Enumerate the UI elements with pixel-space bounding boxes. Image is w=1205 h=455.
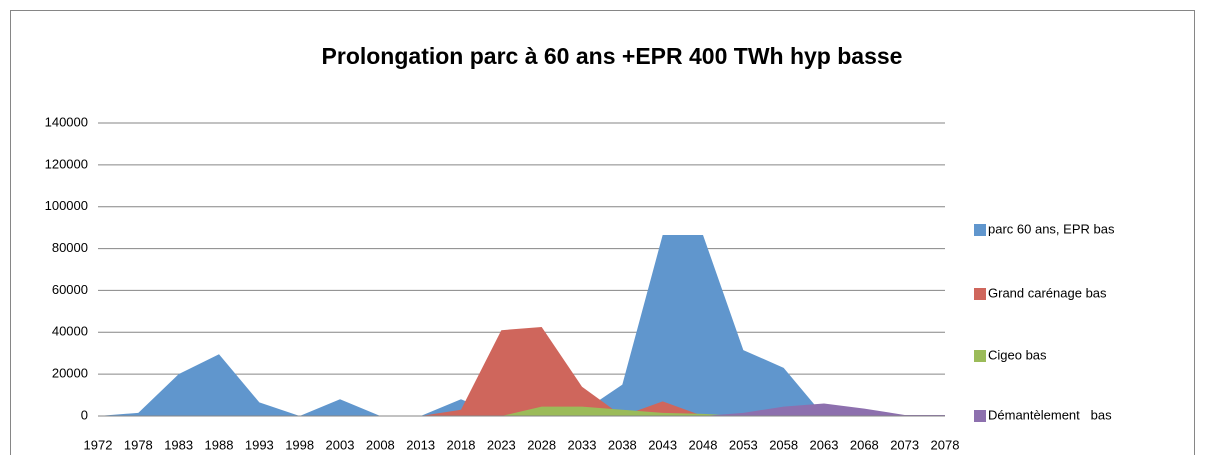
x-tick-label: 1983 [164,437,193,452]
legend-swatch [974,350,986,362]
y-tick-label: 40000 [52,324,88,339]
x-tick-label: 2023 [487,437,516,452]
y-tick-label: 120000 [45,156,88,171]
area [98,406,945,416]
x-tick-label: 2018 [447,437,476,452]
x-tick-label: 2028 [527,437,556,452]
x-tick-label: 1988 [205,437,234,452]
y-tick-label: 0 [81,407,88,422]
chart-title: Prolongation parc à 60 ans +EPR 400 TWh … [322,43,903,69]
legend-swatch [974,410,986,422]
x-tick-label: 2003 [326,437,355,452]
x-tick-label: 2078 [931,437,960,452]
legend-label: Cigeo bas [988,347,1047,362]
y-tick-label: 140000 [45,114,88,129]
x-tick-label: 2013 [406,437,435,452]
x-tick-label: 2053 [729,437,758,452]
x-tick-label: 2038 [608,437,637,452]
y-tick-label: 20000 [52,366,88,381]
x-tick-label: 2073 [890,437,919,452]
x-tick-label: 2063 [810,437,839,452]
x-tick-label: 2058 [769,437,798,452]
y-tick-label: 60000 [52,282,88,297]
y-tick-label: 100000 [45,198,88,213]
legend-swatch [974,224,986,236]
area [98,234,945,416]
x-tick-label: 1978 [124,437,153,452]
x-tick-label: 2033 [568,437,597,452]
area [98,327,945,416]
legend-swatch [974,288,986,300]
area [98,403,945,416]
x-tick-label: 1972 [84,437,113,452]
x-tick-label: 2043 [648,437,677,452]
x-tick-label: 2048 [689,437,718,452]
x-tick-label: 1998 [285,437,314,452]
legend-label: Grand carénage bas [988,285,1107,300]
legend-label: Démantèlement bas [988,407,1112,422]
x-tick-label: 1993 [245,437,274,452]
legend-label: parc 60 ans, EPR bas [988,221,1115,236]
x-tick-label: 2068 [850,437,879,452]
y-tick-label: 80000 [52,240,88,255]
x-tick-label: 2008 [366,437,395,452]
